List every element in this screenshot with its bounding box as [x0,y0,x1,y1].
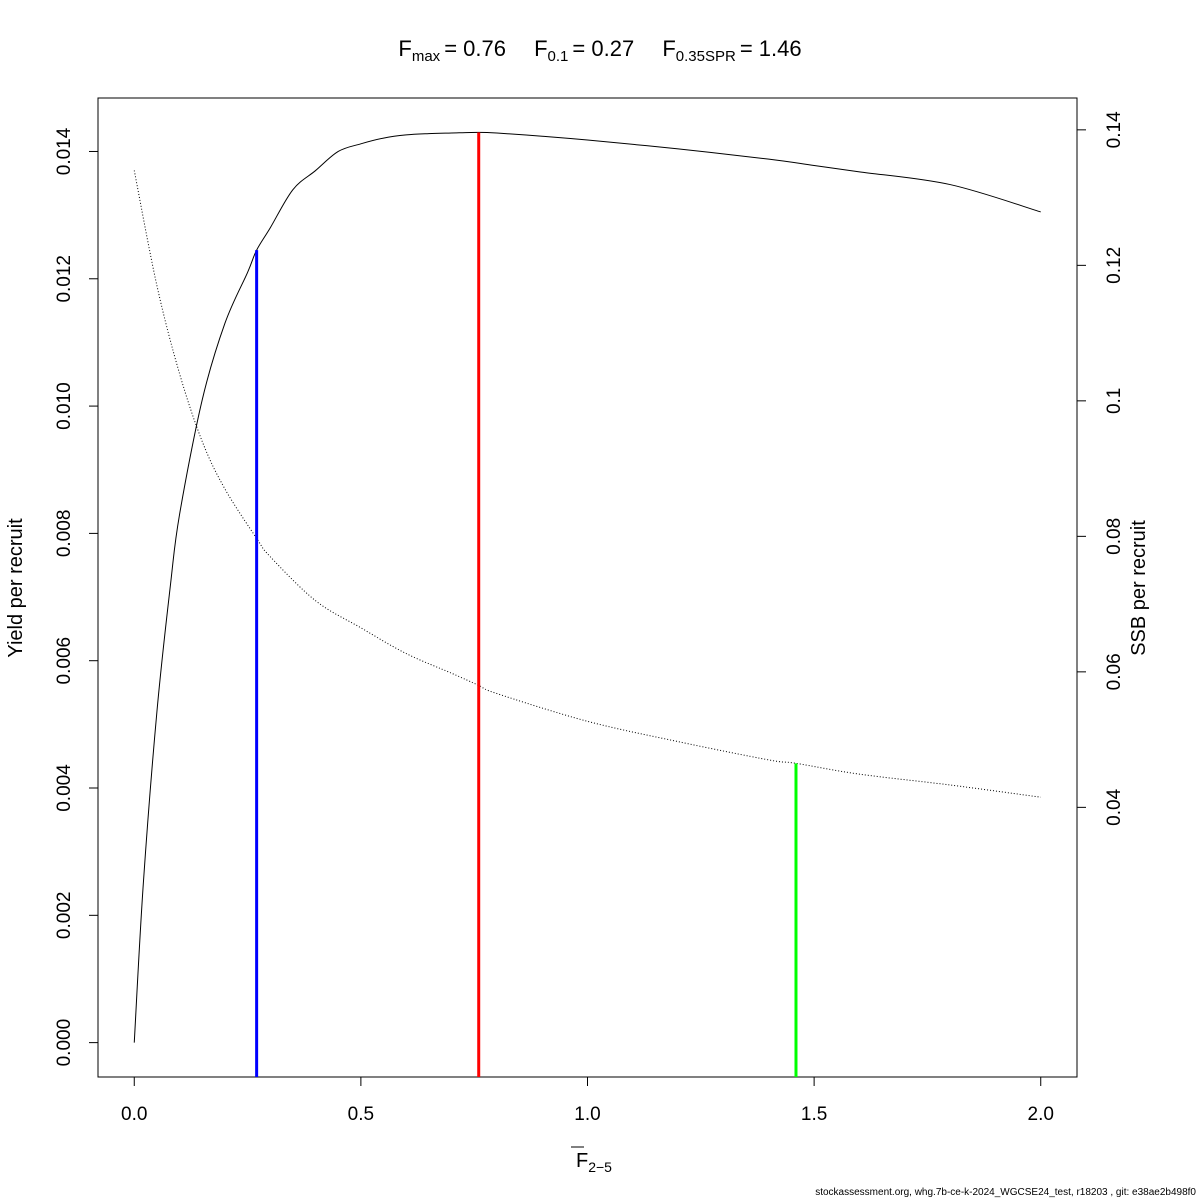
y-left-axis-label: Yield per recruit [5,518,27,658]
y-right-tick-label: 0.08 [1104,518,1125,555]
title-f01-sub: 0.1 [548,48,569,65]
y-left-tick-label: 0.010 [54,382,75,430]
footer-text: stockassessment.org, whg.7b-ce-k-2024_WG… [815,1187,1196,1198]
y-left-tick-label: 0.002 [54,892,75,940]
chart-title: Fmax = 0.76 F0.1 = 0.27 F0.35SPR = 1.46 [398,36,801,65]
x-axis-label-main: F [576,1150,588,1172]
plot-frame [97,97,1078,1078]
title-fmax-label: F [398,36,411,61]
series-layer [133,131,1041,1043]
x-tick-label: 2.0 [1028,1104,1054,1125]
y-right-tick-label: 0.14 [1104,111,1125,148]
title-fspr-label: F [662,36,675,61]
x-axis-label-sub: 2−5 [588,1159,612,1175]
title-fmax-value: = 0.76 [444,36,506,61]
y-left-tick-label: 0.004 [54,764,75,812]
x-axis: 0.0 0.5 1.0 1.5 2.0 [121,1077,1054,1125]
y-left-axis: 0.000 0.002 0.004 0.006 0.008 0.010 0.012 0.014 [54,127,98,1066]
x-tick-label: 1.0 [574,1104,600,1125]
y-right-axis: 0.04 0.06 0.08 0.1 0.12 0.14 [1077,111,1125,826]
y-left-tick-label: 0.014 [54,127,75,175]
title-fspr-sub: 0.35SPR [676,48,736,65]
x-tick-label: 1.5 [801,1104,827,1125]
title-fmax-sub: max [412,48,441,65]
x-tick-label: 0.0 [121,1104,147,1125]
y-left-tick-label: 0.000 [54,1019,75,1067]
y-right-tick-label: 0.06 [1104,653,1125,690]
y-left-tick-label: 0.008 [54,510,75,558]
yield-per-recruit-line [133,131,1041,1043]
y-left-tick-label: 0.006 [54,637,75,685]
y-right-tick-label: 0.12 [1104,247,1125,284]
title-fspr-value: = 1.46 [740,36,802,61]
y-right-axis-label: SSB per recruit [1128,520,1150,656]
y-right-tick-label: 0.04 [1104,788,1125,825]
y-left-tick-label: 0.012 [54,255,75,303]
title-f01-label: F [534,36,547,61]
y-right-tick-label: 0.1 [1104,388,1125,414]
x-axis-label: F2−5 [576,1150,612,1175]
title-f01-value: = 0.27 [572,36,634,61]
reference-lines [255,132,798,1077]
x-tick-label: 0.5 [348,1104,374,1125]
ssb-per-recruit-line [133,170,1041,798]
